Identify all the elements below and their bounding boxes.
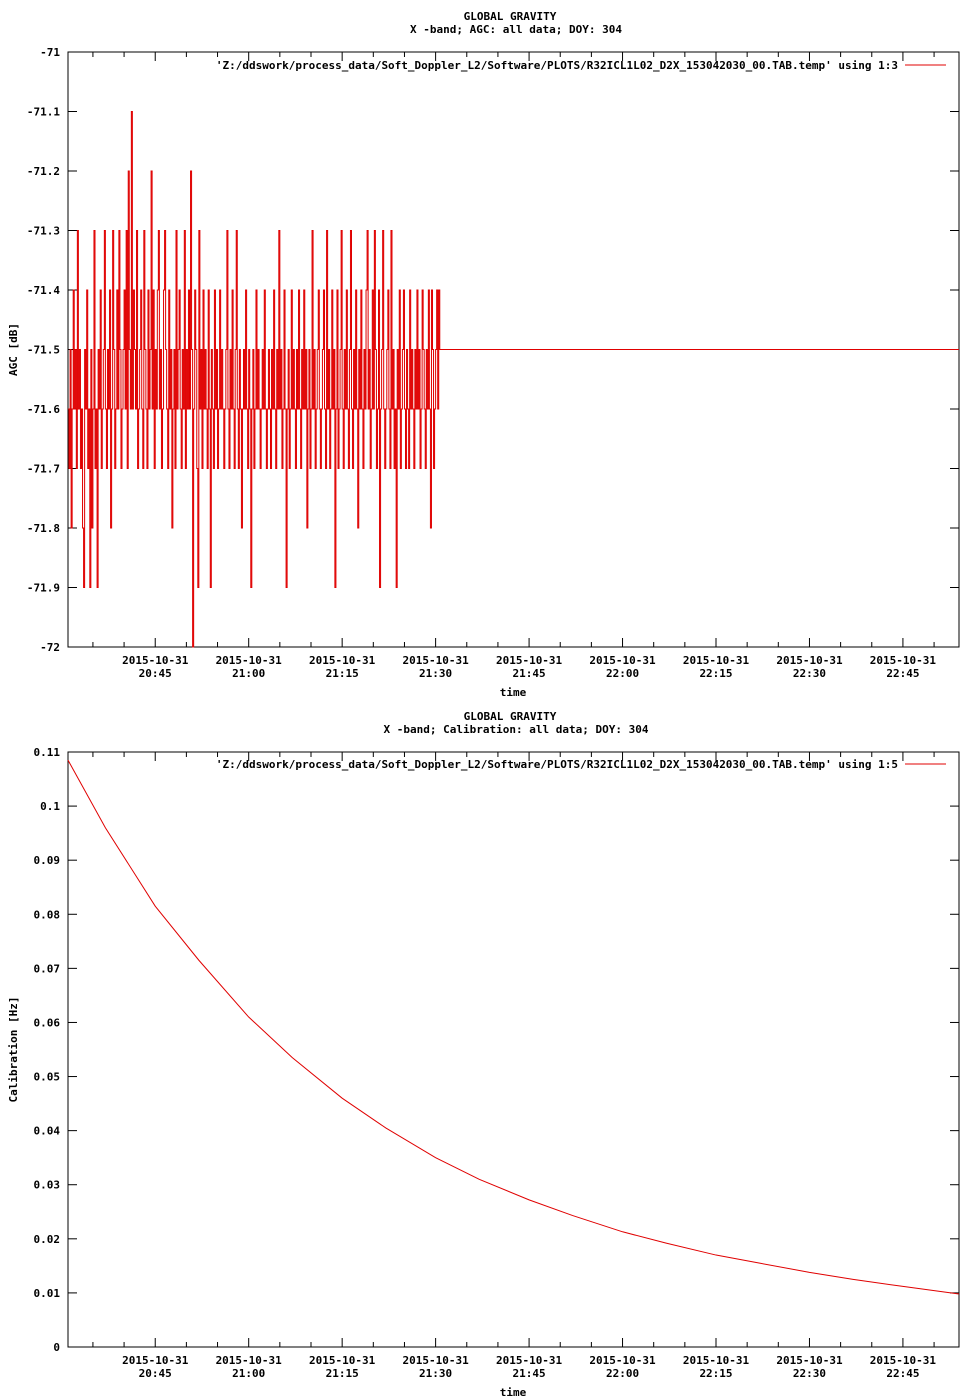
y-tick-label: 0.05: [34, 1071, 61, 1084]
x-tick-time: 22:45: [886, 1367, 919, 1380]
x-tick-time: 21:00: [232, 667, 265, 680]
y-tick-label: 0.07: [34, 962, 61, 975]
y-tick-label: -71.9: [27, 582, 60, 595]
x-tick-time: 22:00: [606, 1367, 639, 1380]
y-tick-label: 0: [53, 1341, 60, 1354]
x-tick-time: 21:45: [513, 1367, 546, 1380]
x-tick-date: 2015-10-31: [309, 1354, 376, 1367]
x-tick-time: 22:30: [793, 667, 826, 680]
x-tick-time: 21:00: [232, 1367, 265, 1380]
x-tick-date: 2015-10-31: [870, 654, 937, 667]
x-tick-time: 22:30: [793, 1367, 826, 1380]
legend-label: 'Z:/ddswork/process_data/Soft_Doppler_L2…: [216, 758, 898, 771]
x-tick-time: 22:15: [699, 667, 732, 680]
x-tick-date: 2015-10-31: [216, 654, 283, 667]
y-tick-label: 0.08: [34, 908, 61, 921]
y-tick-label: 0.01: [34, 1287, 61, 1300]
x-tick-date: 2015-10-31: [122, 654, 189, 667]
chart-title: GLOBAL GRAVITY: [464, 710, 557, 723]
x-tick-date: 2015-10-31: [216, 1354, 283, 1367]
series-line: [68, 111, 959, 648]
x-tick-date: 2015-10-31: [496, 654, 563, 667]
y-tick-label: -71: [40, 46, 60, 59]
x-tick-date: 2015-10-31: [496, 1354, 563, 1367]
y-tick-label: 0.09: [34, 854, 61, 867]
y-tick-label: 0.03: [34, 1179, 61, 1192]
x-tick-time: 21:45: [513, 667, 546, 680]
x-axis-label: time: [500, 686, 527, 699]
x-tick-time: 21:30: [419, 667, 452, 680]
x-axis-label: time: [500, 1386, 527, 1399]
x-tick-date: 2015-10-31: [589, 1354, 656, 1367]
chart-subtitle: X -band; AGC: all data; DOY: 304: [410, 23, 622, 36]
x-tick-date: 2015-10-31: [776, 1354, 843, 1367]
x-tick-time: 21:30: [419, 1367, 452, 1380]
y-tick-label: 0.02: [34, 1233, 61, 1246]
x-tick-time: 22:45: [886, 667, 919, 680]
y-tick-label: -71.8: [27, 522, 60, 535]
y-tick-label: 0.06: [34, 1016, 61, 1029]
y-tick-label: -71.2: [27, 165, 60, 178]
x-tick-date: 2015-10-31: [122, 1354, 189, 1367]
x-tick-date: 2015-10-31: [870, 1354, 937, 1367]
chart-title: GLOBAL GRAVITY: [464, 10, 557, 23]
plot-frame: [67, 751, 960, 1348]
y-axis-label: AGC [dB]: [7, 323, 20, 376]
y-tick-label: -72: [40, 641, 60, 654]
x-tick-date: 2015-10-31: [683, 1354, 750, 1367]
x-tick-date: 2015-10-31: [309, 654, 376, 667]
x-tick-time: 21:15: [326, 667, 359, 680]
x-tick-time: 22:15: [699, 1367, 732, 1380]
y-tick-label: 0.1: [40, 800, 60, 813]
y-tick-label: -71.4: [27, 284, 60, 297]
y-tick-label: -71.6: [27, 403, 60, 416]
x-tick-time: 22:00: [606, 667, 639, 680]
y-tick-label: 0.11: [34, 746, 61, 759]
y-tick-label: -71.1: [27, 106, 60, 119]
x-tick-date: 2015-10-31: [402, 1354, 469, 1367]
y-tick-label: 0.04: [34, 1125, 61, 1138]
y-tick-label: -71.3: [27, 225, 60, 238]
x-tick-date: 2015-10-31: [589, 654, 656, 667]
y-axis-label: Calibration [Hz]: [7, 997, 20, 1103]
y-tick-label: -71.7: [27, 463, 60, 476]
x-tick-date: 2015-10-31: [402, 654, 469, 667]
series-line: [67, 759, 960, 1295]
x-tick-time: 20:45: [139, 667, 172, 680]
x-tick-time: 20:45: [139, 1367, 172, 1380]
x-tick-date: 2015-10-31: [776, 654, 843, 667]
legend-label: 'Z:/ddswork/process_data/Soft_Doppler_L2…: [216, 59, 898, 72]
chart-subtitle: X -band; Calibration: all data; DOY: 304: [384, 723, 649, 736]
x-tick-date: 2015-10-31: [683, 654, 750, 667]
y-tick-label: -71.5: [27, 344, 60, 357]
x-tick-time: 21:15: [326, 1367, 359, 1380]
